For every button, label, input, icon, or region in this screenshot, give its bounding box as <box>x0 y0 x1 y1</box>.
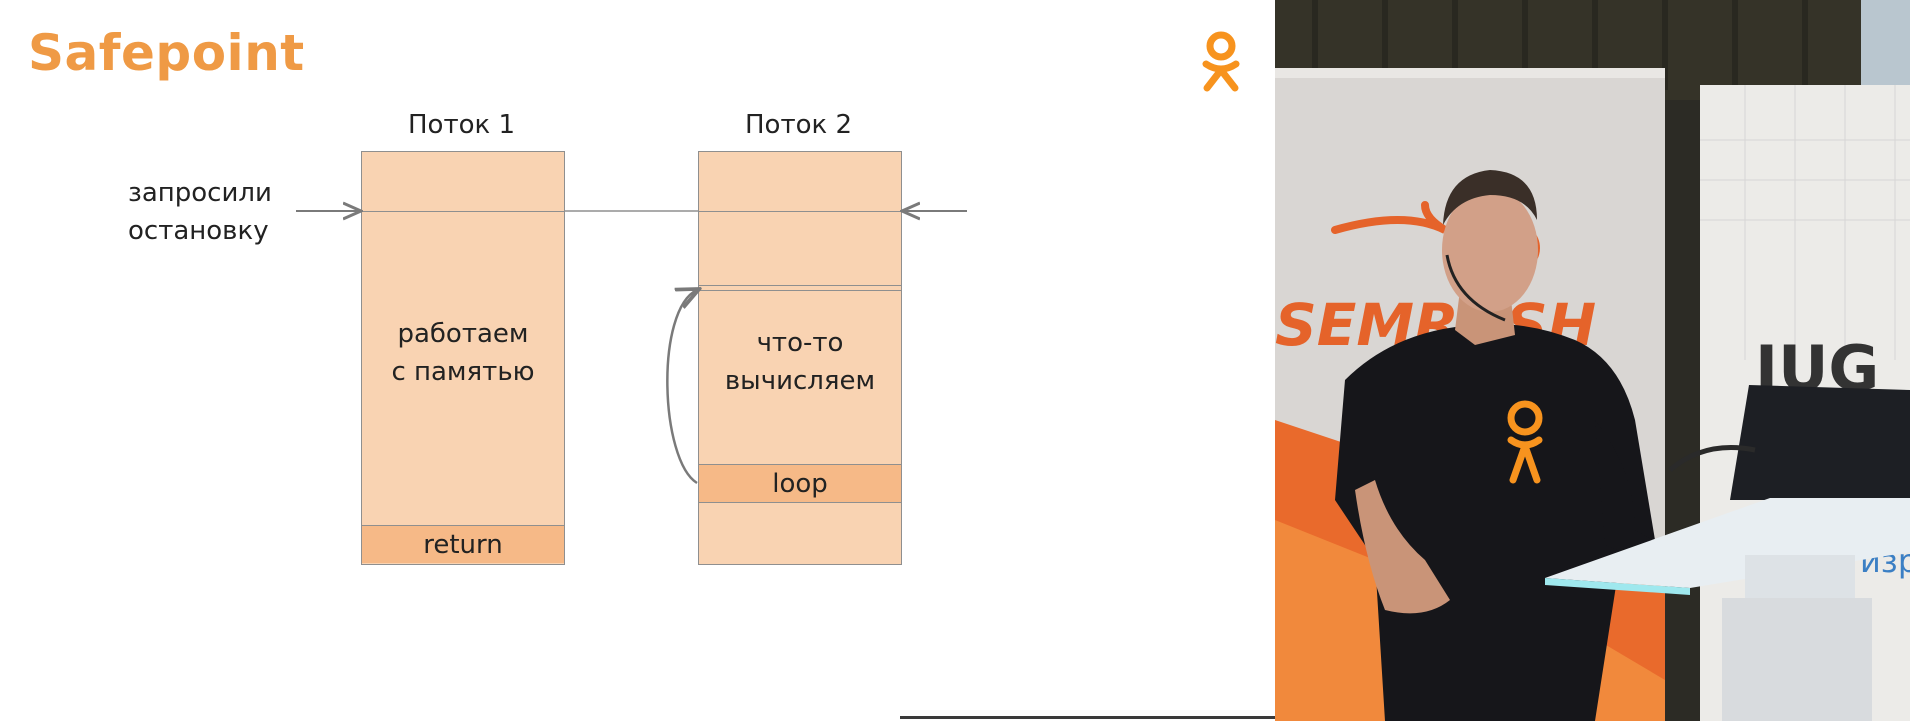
thread1-work-line2: с памятью <box>391 357 535 387</box>
thread2-work-cell: что-то вычисляем <box>699 292 901 432</box>
thread2-divider-top <box>699 211 901 212</box>
thread2-loop-cell: loop <box>699 465 901 502</box>
thread1-divider-bottom <box>362 525 564 526</box>
thread2-stack: что-то вычисляем loop <box>698 151 902 565</box>
loop-back-arrow <box>666 290 697 485</box>
thread2-work-line1: что-то <box>756 328 844 358</box>
diagram-arrows <box>296 0 967 485</box>
speaker <box>1335 170 1670 721</box>
progress-line <box>900 716 1275 719</box>
thread2-divider-loop-top <box>699 464 901 465</box>
presentation-slide: Safepoint запросили остановку Поток 1 ра… <box>28 0 1275 719</box>
thread2-label: Поток 2 <box>744 110 853 140</box>
thread1-stack: работаем с памятью return <box>361 151 565 565</box>
thread1-return-cell: return <box>362 526 564 563</box>
thread1-divider-top <box>362 211 564 212</box>
thread2-divider-mid2 <box>699 290 901 291</box>
slide-title: Safepoint <box>28 24 305 82</box>
odnoklassniki-logo-icon <box>1202 31 1240 92</box>
speaker-video: SEMRUSH JUG изра <box>1275 0 1910 721</box>
thread1-work-line1: работаем <box>397 319 529 349</box>
stop-request-line1: запросили <box>128 178 272 208</box>
stop-request-label: запросили остановку <box>128 174 272 250</box>
thread2-work-line2: вычисляем <box>724 366 876 396</box>
thread2-divider-loop-bottom <box>699 502 901 503</box>
thread1-label: Поток 1 <box>407 110 516 140</box>
stop-request-line2: остановку <box>128 216 269 246</box>
lectern <box>1545 445 1910 721</box>
thread1-work-cell: работаем с памятью <box>362 213 564 493</box>
thread2-divider-mid1 <box>699 285 901 286</box>
laptop <box>1730 385 1910 500</box>
